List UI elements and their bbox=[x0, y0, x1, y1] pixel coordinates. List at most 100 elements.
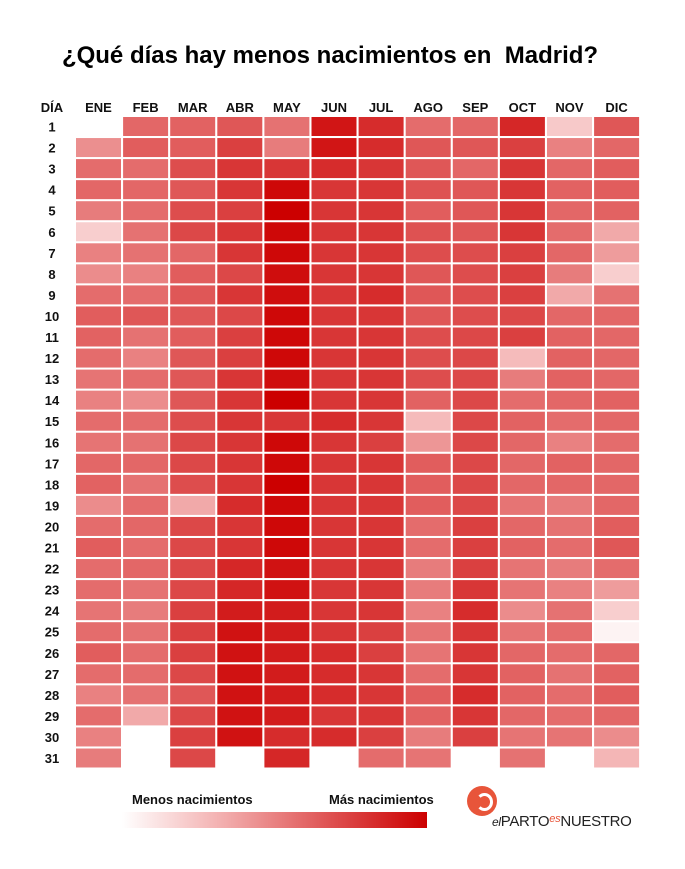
heatmap-cell bbox=[123, 285, 169, 305]
heatmap-cell bbox=[264, 685, 310, 705]
heatmap-cell bbox=[311, 243, 357, 263]
heatmap-cell bbox=[499, 432, 545, 452]
heatmap-cell bbox=[594, 411, 640, 431]
heatmap-cell bbox=[594, 748, 640, 768]
heatmap-cell bbox=[217, 348, 263, 368]
heatmap-cell bbox=[76, 201, 121, 221]
logo: elPARTOesNUESTRO bbox=[462, 786, 637, 834]
row-label: 19 bbox=[45, 498, 59, 513]
heatmap-cell bbox=[547, 390, 592, 410]
heatmap-cell bbox=[170, 685, 216, 705]
heatmap-cell bbox=[594, 601, 640, 621]
heatmap-cell bbox=[452, 348, 498, 368]
heatmap-cell bbox=[264, 222, 310, 242]
heatmap-cell bbox=[76, 222, 121, 242]
heatmap-cell bbox=[547, 538, 592, 557]
heatmap-cell bbox=[217, 538, 263, 557]
heatmap-cell bbox=[123, 516, 169, 536]
heatmap-cell bbox=[405, 201, 451, 221]
heatmap-cell bbox=[499, 538, 545, 557]
heatmap-cell bbox=[499, 117, 545, 136]
heatmap-cell bbox=[217, 285, 263, 305]
heatmap-cell bbox=[217, 180, 263, 200]
heatmap-cell bbox=[217, 201, 263, 221]
heatmap-cell bbox=[358, 495, 404, 515]
heatmap-cell bbox=[405, 664, 451, 684]
heatmap-cell bbox=[170, 117, 216, 136]
heatmap-cell bbox=[76, 748, 121, 768]
heatmap-cell bbox=[170, 411, 216, 431]
chart-title: ¿Qué días hay menos nacimientos en Madri… bbox=[61, 42, 599, 69]
heatmap-cell bbox=[499, 243, 545, 263]
heatmap-cell bbox=[594, 243, 640, 263]
heatmap-cell bbox=[123, 538, 169, 557]
row-label: 30 bbox=[45, 730, 59, 745]
row-label: 7 bbox=[48, 246, 55, 261]
row-label: 24 bbox=[45, 604, 60, 619]
heatmap-cell bbox=[358, 264, 404, 284]
heatmap-cell bbox=[547, 601, 592, 621]
heatmap-cell bbox=[358, 243, 404, 263]
heatmap-cell bbox=[217, 222, 263, 242]
heatmap-cell bbox=[123, 601, 169, 621]
heatmap-cell bbox=[452, 159, 498, 179]
heatmap-cell bbox=[547, 495, 592, 515]
heatmap-cell bbox=[170, 601, 216, 621]
heatmap-cell bbox=[547, 580, 592, 600]
heatmap-cell bbox=[499, 706, 545, 726]
heatmap-cell bbox=[123, 390, 169, 410]
heatmap-cell bbox=[217, 495, 263, 515]
heatmap-cell bbox=[358, 180, 404, 200]
heatmap-cell bbox=[358, 285, 404, 305]
heatmap-cell bbox=[170, 243, 216, 263]
heatmap-cell bbox=[170, 748, 216, 768]
heatmap-cell bbox=[264, 664, 310, 684]
heatmap-cell bbox=[547, 411, 592, 431]
heatmap-cell bbox=[76, 601, 121, 621]
heatmap-cell bbox=[547, 369, 592, 389]
heatmap-cell bbox=[594, 201, 640, 221]
row-label: 27 bbox=[45, 667, 59, 682]
heatmap-cell bbox=[358, 706, 404, 726]
heatmap-cell bbox=[170, 495, 216, 515]
heatmap-cell bbox=[499, 474, 545, 494]
row-label: 1 bbox=[48, 120, 55, 135]
heatmap-cell bbox=[547, 706, 592, 726]
heatmap-cell bbox=[594, 706, 640, 726]
heatmap-cell bbox=[123, 453, 169, 473]
column-label: ENE bbox=[85, 100, 112, 115]
heatmap-cell bbox=[264, 369, 310, 389]
heatmap-cell bbox=[311, 180, 357, 200]
heatmap-cell bbox=[547, 159, 592, 179]
heatmap-cell bbox=[311, 495, 357, 515]
heatmap-cell bbox=[547, 348, 592, 368]
heatmap-cell bbox=[76, 622, 121, 642]
heatmap-cell bbox=[452, 622, 498, 642]
heatmap-cell bbox=[594, 453, 640, 473]
column-label: NOV bbox=[555, 100, 584, 115]
heatmap-cell bbox=[452, 432, 498, 452]
heatmap-cell bbox=[311, 685, 357, 705]
heatmap-cell bbox=[123, 327, 169, 347]
heatmap-cell bbox=[264, 411, 310, 431]
heatmap-cell bbox=[76, 474, 121, 494]
heatmap-cell bbox=[264, 748, 310, 768]
heatmap-cell bbox=[76, 706, 121, 726]
heatmap-cell bbox=[405, 117, 451, 136]
heatmap-cell bbox=[452, 580, 498, 600]
logo-text: elPARTOesNUESTRO bbox=[492, 813, 632, 830]
row-label: 15 bbox=[45, 414, 59, 429]
heatmap-cell bbox=[264, 432, 310, 452]
heatmap-cell bbox=[76, 685, 121, 705]
heatmap-cell bbox=[405, 538, 451, 557]
heatmap-cell bbox=[499, 390, 545, 410]
heatmap-cell bbox=[594, 495, 640, 515]
heatmap-cell bbox=[264, 243, 310, 263]
heatmap-cell bbox=[547, 474, 592, 494]
heatmap-cell bbox=[264, 601, 310, 621]
heatmap-cell bbox=[123, 306, 169, 326]
heatmap-cell bbox=[452, 495, 498, 515]
row-label: 11 bbox=[45, 330, 59, 345]
heatmap-cell bbox=[358, 327, 404, 347]
heatmap-cell bbox=[358, 348, 404, 368]
